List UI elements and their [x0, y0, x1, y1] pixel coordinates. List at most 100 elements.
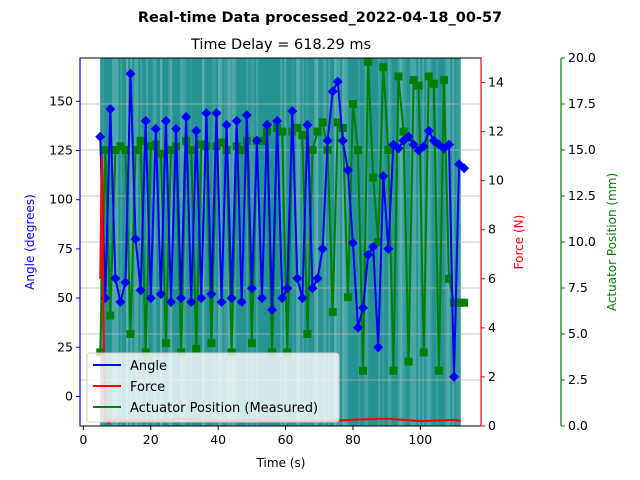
chart-suptitle: Real-time Data processed_2022-04-18_00-5…	[138, 10, 502, 26]
angle-marker	[368, 241, 379, 252]
x-axis: 0 20 40 60 80 100	[79, 426, 432, 447]
actuator-position-measured-marker	[343, 293, 352, 302]
angle-marker	[246, 283, 257, 294]
legend-actuator-label: Actuator Position (Measured)	[130, 401, 318, 416]
angle-marker	[342, 165, 353, 176]
angle-marker	[449, 371, 460, 382]
actuator-position-measured-marker	[455, 298, 464, 307]
angle-marker	[191, 125, 202, 136]
legend-angle-label: Angle	[130, 359, 167, 374]
legend-box	[86, 352, 340, 423]
angle-marker	[337, 135, 348, 146]
actuator-position-measured-marker	[328, 307, 337, 316]
actuator-position-measured-marker	[131, 146, 140, 154]
actuator-position-measured-marker	[313, 127, 322, 136]
angle-tick-label: 25	[57, 339, 73, 354]
angle-marker	[155, 289, 166, 300]
angle-marker	[353, 322, 364, 333]
actuator-position-measured-marker	[348, 100, 357, 108]
actuator-position-measured-marker	[444, 274, 453, 283]
angle-marker	[130, 234, 141, 245]
angle-marker	[145, 293, 156, 304]
angle-marker	[267, 304, 278, 315]
actuator-position-measured-marker	[364, 57, 373, 66]
x-tick-label: 40	[210, 432, 226, 447]
actuator-position-measured-marker	[192, 344, 201, 353]
actuator-position-measured-marker	[106, 311, 115, 320]
force-axis-label: Force (N)	[512, 215, 526, 270]
actuator-position-measured-marker	[434, 366, 443, 375]
actuator-position-measured-marker	[278, 127, 287, 136]
angle-marker	[373, 342, 384, 353]
angle-marker	[160, 115, 171, 126]
force-tick-label: 0	[488, 418, 496, 433]
angle-marker	[358, 302, 369, 313]
angle-marker	[125, 68, 136, 79]
angle-tick-label: 0	[65, 388, 73, 403]
actuator-axis: 0.0 2.5 5.0 7.5 10.0 12.5 15.0 17.5 20.0	[560, 50, 596, 433]
actuator-position-measured-marker	[460, 298, 469, 307]
angle-marker	[262, 119, 273, 130]
angle-marker	[327, 86, 338, 97]
angle-marker	[201, 108, 212, 119]
angle-marker	[302, 119, 313, 130]
angle-tick-label: 150	[49, 93, 73, 108]
actuator-position-measured-marker	[293, 123, 302, 132]
actuator-position-measured-marker	[101, 146, 110, 154]
angle-marker	[206, 289, 217, 300]
actuator-position-measured-marker	[333, 118, 342, 127]
angle-marker	[423, 125, 434, 136]
angle-marker	[272, 115, 283, 126]
angle-tick-label: 75	[57, 241, 73, 256]
actuator-position-measured-marker	[318, 118, 327, 127]
actuator-position-measured-marker	[247, 339, 256, 348]
angle-marker	[181, 112, 192, 123]
angle-marker	[332, 76, 343, 87]
actuator-position-measured-marker	[283, 348, 292, 357]
x-tick-label: 20	[143, 432, 159, 447]
x-tick-label: 100	[408, 432, 432, 447]
actuator-position-measured-marker	[257, 136, 266, 145]
force-tick-label: 8	[488, 222, 496, 237]
angle-marker	[135, 285, 146, 296]
actuator-position-measured-marker	[237, 146, 246, 154]
angle-marker	[256, 293, 267, 304]
actuator-position-measured-marker	[379, 63, 388, 72]
actuator-position-measured-marker	[156, 149, 165, 158]
actuator-tick-label: 10.0	[568, 234, 596, 249]
angle-marker	[378, 171, 389, 182]
series-layer	[95, 57, 470, 425]
actuator-position-measured-marker	[126, 330, 135, 338]
force-tick-label: 4	[488, 320, 496, 335]
actuator-position-measured-marker	[338, 123, 347, 132]
actuator-tick-label: 15.0	[568, 142, 596, 157]
actuator-position-measured-marker	[429, 79, 438, 88]
actuator-position-measured-marker	[424, 72, 433, 81]
actuator-tick-label: 0.0	[568, 418, 588, 433]
force-axis: 0 2 4 6 8 10 12 14	[480, 58, 504, 433]
actuator-position-measured-marker	[404, 357, 413, 366]
actuator-position-measured-marker	[141, 348, 150, 357]
angle-marker	[277, 293, 288, 304]
x-tick-label: 0	[79, 432, 87, 447]
angle-marker	[171, 123, 182, 134]
actuator-position-measured-marker	[354, 146, 363, 154]
actuator-tick-label: 2.5	[568, 372, 588, 387]
chart-title: Time Delay = 618.29 ms	[190, 37, 371, 53]
angle-tick-label: 100	[49, 192, 73, 207]
angle-marker	[120, 277, 131, 288]
angle-marker	[282, 283, 293, 294]
angle-tick-label: 50	[57, 290, 73, 305]
actuator-position-measured-marker	[166, 146, 175, 154]
angle-axis: 0 25 50 75 100 125 150	[49, 58, 81, 426]
angle-marker	[115, 297, 126, 308]
actuator-position-measured-marker	[197, 140, 206, 149]
force-tick-label: 2	[488, 369, 496, 384]
x-tick-label: 80	[345, 432, 361, 447]
angle-marker	[312, 273, 323, 284]
actuator-position-measured-marker	[409, 76, 418, 85]
actuator-position-measured-marker	[303, 330, 312, 338]
actuator-position-measured-marker	[384, 146, 393, 154]
angle-marker	[408, 139, 419, 150]
